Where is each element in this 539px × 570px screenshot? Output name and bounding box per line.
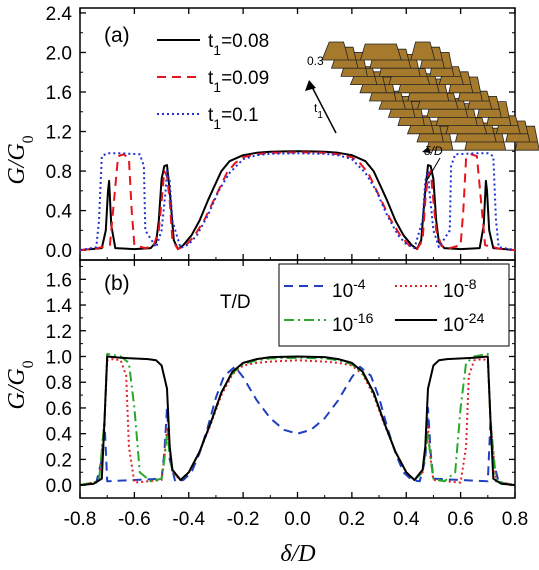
panel-b-xlabel: δ/D bbox=[280, 541, 315, 567]
panel-b-ylabel-sub: 0 bbox=[20, 360, 37, 368]
inset-xlabel-arrow bbox=[425, 157, 441, 183]
panel-b-x-tick-label: -0.2 bbox=[227, 509, 260, 530]
panel-a-ylabel-main: G/G bbox=[4, 143, 30, 184]
series-line-1 bbox=[79, 151, 516, 252]
panel-a-y-tick-label: 1.6 bbox=[46, 83, 72, 104]
inset-xlabel: δ/D bbox=[424, 144, 443, 158]
panel-a-legend-label: t1=0.1 bbox=[208, 105, 259, 132]
panel-b-legend-label: 10-24 bbox=[443, 310, 485, 336]
series-line-0 bbox=[79, 365, 516, 487]
panel-a-label: (a) bbox=[104, 24, 130, 47]
panel-a-y-tick-label: 0.8 bbox=[46, 162, 72, 183]
inset-t1-arrow-head bbox=[305, 80, 316, 91]
panel-b-ylabel-main: G/G bbox=[4, 368, 30, 409]
svg-text:G/G0: G/G0 bbox=[4, 135, 37, 184]
panel-b-ylabel: G/G0 bbox=[4, 360, 37, 409]
panel-b-legend-label: 10-8 bbox=[443, 276, 477, 302]
panel-a-x-ticks bbox=[79, 8, 516, 260]
panel-b-x-ticks: -0.8 -0.6 -0.4 -0.2 0.0 0.2 0.4 0.6 0.8 bbox=[64, 260, 528, 530]
svg-text:G/G0: G/G0 bbox=[4, 360, 37, 409]
panel-a-y-tick-label: 2.4 bbox=[46, 4, 73, 25]
panel-a-legend: t1=0.08 t1=0.09 t1=0.1 bbox=[157, 31, 269, 132]
panel-a-y-ticks: 0.0 0.4 0.8 1.2 1.6 2.0 2.4 bbox=[46, 4, 515, 262]
panel-a-y-tick-label: 0.0 bbox=[46, 241, 72, 262]
panel-b-x-tick-label: 0.4 bbox=[393, 509, 420, 530]
panel-a-inset: 0.3 t1 δ/D bbox=[305, 41, 539, 183]
panel-a-y-tick-label: 1.2 bbox=[46, 123, 72, 144]
panel-a-y-tick-label: 0.4 bbox=[46, 202, 73, 223]
panel-b-y-tick-label: 0.4 bbox=[46, 425, 73, 446]
panel-b: 0.0 0.2 0.4 0.6 0.8 1.0 1.2 1.4 1.6 -0.8 -0.6 -0.4… bbox=[4, 259, 528, 567]
panel-b-x-tick-label: 0.0 bbox=[284, 509, 310, 530]
panel-b-legend-title: T/D bbox=[220, 292, 251, 313]
panel-b-x-tick-label: -0.4 bbox=[172, 509, 205, 530]
panel-b-legend: T/D 10-4 10-8 10-16 10-24 bbox=[220, 263, 510, 347]
panel-b-y-tick-label: 1.6 bbox=[46, 270, 72, 291]
panel-b-y-ticks: 0.0 0.2 0.4 0.6 0.8 1.0 1.2 1.4 1.6 bbox=[46, 265, 515, 497]
series-line-3 bbox=[79, 355, 516, 487]
panel-a-ylabel-sub: 0 bbox=[20, 135, 37, 143]
panel-b-y-tick-label: 0.6 bbox=[46, 399, 72, 420]
panel-b-x-tick-label: 0.8 bbox=[502, 509, 528, 530]
panel-a: 0.00.40.81.21.62.02.4 (a) G/G0 t1=0.08t1… bbox=[4, 4, 539, 262]
panel-b-label: (b) bbox=[104, 272, 130, 295]
inset-xlabel-arrow-head bbox=[422, 147, 431, 153]
panel-b-legend-label: 10-16 bbox=[332, 310, 374, 336]
panel-b-x-tick-label: -0.6 bbox=[118, 509, 151, 530]
panel-a-ylabel: G/G0 bbox=[4, 135, 37, 184]
panel-b-y-tick-label: 1.0 bbox=[46, 347, 72, 368]
inset-tick-label: 0.3 bbox=[307, 54, 324, 68]
series-line-2 bbox=[79, 352, 516, 487]
panel-b-y-tick-label: 0.0 bbox=[46, 476, 72, 497]
panel-b-legend-label: 10-4 bbox=[332, 276, 366, 302]
series-line-0 bbox=[79, 150, 516, 252]
panel-b-y-tick-label: 1.2 bbox=[46, 322, 72, 343]
panel-b-x-tick-label: 0.6 bbox=[447, 509, 473, 530]
panel-a-series bbox=[79, 150, 516, 252]
panel-b-y-tick-label: 1.4 bbox=[46, 296, 73, 317]
panel-b-x-tick-label: -0.8 bbox=[64, 509, 97, 530]
panel-a-y-tick-label: 2.0 bbox=[46, 43, 72, 64]
series-line-2 bbox=[79, 152, 516, 252]
inset-t1-arrow-line bbox=[310, 84, 337, 134]
panel-b-y-tick-label: 0.2 bbox=[46, 450, 72, 471]
panel-a-legend-label: t1=0.09 bbox=[208, 68, 269, 95]
inset-slab bbox=[321, 41, 442, 61]
inset-ylabel: t1 bbox=[314, 101, 323, 121]
panel-b-legend-box bbox=[278, 263, 510, 347]
series-line-1 bbox=[79, 358, 516, 487]
panel-b-series bbox=[79, 352, 516, 487]
panel-b-x-tick-label: 0.2 bbox=[339, 509, 365, 530]
panel-a-legend-label: t1=0.08 bbox=[208, 31, 269, 58]
inset-slabs bbox=[321, 41, 539, 151]
panel-b-y-tick-label: 0.8 bbox=[46, 373, 72, 394]
